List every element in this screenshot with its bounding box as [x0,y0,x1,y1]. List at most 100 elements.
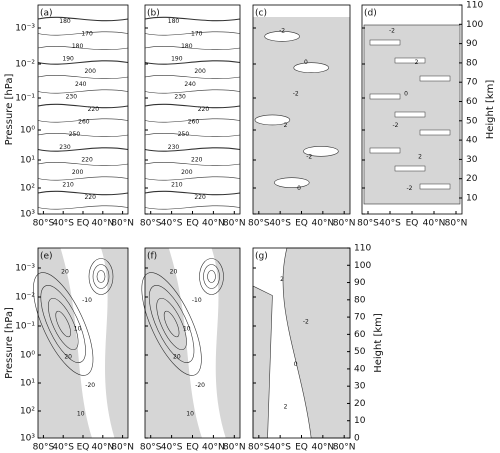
contour-label: 220 [84,194,96,201]
contour [37,60,129,65]
x-tick-label: 80°N [333,443,356,453]
blob [274,177,310,188]
y-tick-label: 10⁻³ [15,24,35,34]
x-tick-label: 40°N [91,219,114,229]
contour [144,60,241,65]
contour-label: 10 [74,325,82,332]
x-tick-label: 40°N [423,219,446,229]
contour [144,176,241,181]
contour-label: 220 [191,156,203,163]
x-tick-label: 80°S [140,443,162,453]
contour-label: 220 [194,194,206,201]
blob [419,183,451,190]
height-tick-label: 80 [466,58,478,68]
y-tick-label: 10⁰ [20,351,35,361]
x-tick-label: EQ [295,443,308,453]
panel: 2-202(g)80°S 40°S EQ 40°N80°N11010090807060… [248,244,384,453]
contour-label: -2 [389,27,395,34]
panel: 180 170 180 190 200 240 230 220 260 250 230 220 200 2… [140,4,246,229]
contour [144,16,241,22]
panel-label: (g) [255,252,268,262]
contour [40,285,86,363]
y-tick-label: 10¹ [20,156,35,166]
x-tick-label: 40°S [379,219,401,229]
x-tick-label: 80°N [223,219,246,229]
y-tick-label: 10⁰ [20,126,35,136]
height-tick-label: 80 [354,295,366,305]
contour-label: 180 [181,43,193,50]
contour-label: 170 [81,30,93,37]
contour-label: 180 [168,18,180,25]
contour-label: -2 [293,90,299,97]
contour [156,297,187,351]
contour [207,270,216,283]
contour [144,161,241,167]
contour-label: 180 [59,18,71,25]
y-tick-label: 10² [20,407,35,417]
y-tick-label: 10⁻¹ [15,94,35,104]
x-tick-label: 40°S [161,219,183,229]
panel: 20 -10 10 20 -20 10 (e) 80°S40°S EQ 40°N80°N 10⁻³ 1… [4,247,134,453]
x-tick-label: 80°S [140,219,162,229]
contour [144,45,241,51]
contour [55,310,71,338]
x-tick-label: 40°S [161,443,183,453]
panel: 20 -10 10 20 -20 10 (f) 80°S 40°S EQ 40°N80°N [140,247,246,453]
shade [38,248,92,438]
contour-label: -10 [82,297,92,304]
contour-label: 230 [59,144,71,151]
contour-label: 2 [415,59,419,66]
x-tick-label: 40°S [52,443,74,453]
blob [394,165,426,172]
contour-label: -2 [306,153,312,160]
x-tick-label: 80°N [111,219,134,229]
height-tick-label: 50 [466,116,478,126]
contour-label: 240 [184,81,196,88]
height-tick-label: 10 [466,194,478,204]
panel-label: (e) [40,252,53,262]
y-tick-label: 10⁻² [15,293,35,303]
contour [203,264,220,289]
panel-label: (c) [255,9,267,19]
contour-label: 0 [297,185,301,192]
contour-label: 2 [418,153,422,160]
x-tick-label: 80°N [333,219,356,229]
contour [37,147,129,152]
y-axis-title: Pressure [hPa] [4,74,15,146]
contour-label: 230 [66,93,78,100]
contour [37,161,129,167]
x-tick-label: 80°N [111,443,134,453]
contour-label: -20 [195,382,205,389]
contour-label: -10 [192,297,202,304]
y-tick-label: 10¹ [20,379,35,389]
y-tick-label: 10³ [20,434,35,444]
contour [37,118,129,123]
panel: -2 0 -2 2 -2 0 (c) 80°S 40°S EQ 40°N80°N [248,4,356,229]
height-tick-label: 70 [466,78,478,88]
contour-label: 240 [75,81,87,88]
contour-label: 210 [62,182,74,189]
contour [37,132,129,138]
height-axis-title: Height [km] [373,313,384,373]
contour [88,258,114,295]
contour-label: -2 [279,27,285,34]
height-tick-label: 30 [354,382,366,392]
x-tick-label: 40°N [311,219,334,229]
contour-label: 220 [81,156,93,163]
height-tick-label: 40 [466,136,478,146]
contour [144,132,241,138]
shade [282,247,351,439]
shade [252,285,273,439]
contour [37,176,129,181]
blob [394,111,426,118]
contour [37,205,129,210]
panel-label: (d) [364,9,377,19]
contour-label: 2 [284,122,288,129]
contour-label: 200 [84,68,96,75]
contour [37,89,129,94]
contour [144,190,241,196]
shade [145,248,202,438]
height-tick-label: 30 [466,155,478,165]
contour-label: 20 [173,354,181,361]
contour-label: 250 [69,131,81,138]
